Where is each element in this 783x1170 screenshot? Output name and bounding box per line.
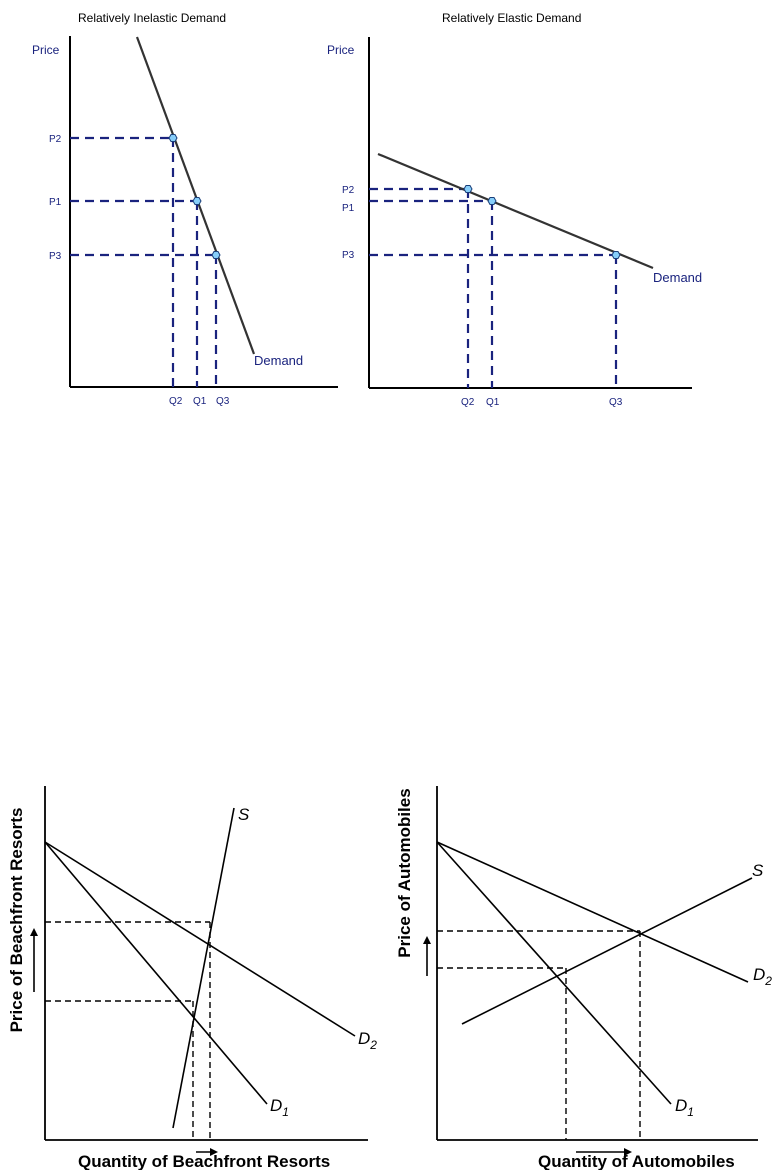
autos-price-axis-label: Price of Automobiles (395, 788, 414, 957)
elastic-panel-title: Relatively Elastic Demand (442, 11, 581, 25)
inelastic-panel-title: Relatively Inelastic Demand (78, 11, 226, 25)
resorts-d2-label: D2 (358, 1029, 377, 1052)
autos-d1-subscript: 1 (687, 1105, 694, 1119)
resorts-demand-d1 (44, 841, 268, 1105)
resorts-demand-d2 (44, 841, 356, 1037)
autos-d1-letter: D (675, 1096, 687, 1115)
elastic-demand-curve (377, 152, 654, 270)
inelastic-point-p3 (211, 251, 221, 259)
inelastic-p1-label: P1 (49, 197, 62, 208)
inelastic-demand-panel: Relatively Inelastic Demand Price Demand… (32, 11, 338, 407)
elastic-q2-label: Q2 (461, 397, 475, 408)
elastic-point-p3 (611, 251, 621, 259)
inelastic-demand-curve (135, 36, 256, 355)
inelastic-demand-label: Demand (254, 353, 303, 368)
inelastic-point-p2 (168, 134, 178, 142)
resorts-d1-letter: D (270, 1096, 282, 1115)
elastic-p2-label: P2 (342, 185, 355, 196)
elastic-point-p2 (463, 185, 473, 193)
autos-demand-d1 (436, 841, 672, 1105)
inelastic-q3-label: Q3 (216, 396, 230, 407)
resorts-supply-curve (172, 807, 235, 1129)
beachfront-resorts-panel: Price of Beachfront Resorts S D2 D1 Quan… (7, 786, 377, 1170)
autos-supply-curve (461, 877, 753, 1025)
inelastic-price-axis-label: Price (32, 43, 60, 57)
autos-quantity-axis-label: Quantity of Automobiles (538, 1152, 735, 1170)
elastic-point-p1 (487, 197, 497, 205)
autos-supply-label: S (752, 861, 764, 880)
resorts-d2-subscript: 2 (369, 1038, 377, 1052)
inelastic-p3-label: P3 (49, 251, 62, 262)
elastic-price-axis-label: Price (327, 43, 355, 57)
inelastic-point-p1 (192, 197, 202, 205)
elastic-demand-label: Demand (653, 270, 702, 285)
resorts-supply-label: S (238, 805, 250, 824)
inelastic-p2-label: P2 (49, 134, 62, 145)
resorts-d1-subscript: 1 (282, 1105, 289, 1119)
resorts-quantity-axis-label: Quantity of Beachfront Resorts (78, 1152, 330, 1170)
inelastic-q1-label: Q1 (193, 396, 207, 407)
elastic-demand-panel: Relatively Elastic Demand Price Demand P… (327, 11, 702, 408)
elastic-q3-label: Q3 (609, 397, 623, 408)
automobiles-panel: Price of Automobiles S D2 D1 Quantity of… (395, 786, 772, 1170)
autos-d2-label: D2 (753, 965, 772, 988)
autos-d2-letter: D (753, 965, 765, 984)
resorts-d2-letter: D (358, 1029, 370, 1048)
elastic-p3-label: P3 (342, 250, 355, 261)
elastic-p1-label: P1 (342, 203, 355, 214)
resorts-price-axis-label: Price of Beachfront Resorts (7, 808, 26, 1033)
resorts-d1-label: D1 (270, 1096, 289, 1119)
elastic-q1-label: Q1 (486, 397, 500, 408)
autos-demand-d2 (436, 841, 749, 983)
inelastic-q2-label: Q2 (169, 396, 183, 407)
autos-d2-subscript: 2 (764, 974, 772, 988)
autos-d1-label: D1 (675, 1096, 694, 1119)
